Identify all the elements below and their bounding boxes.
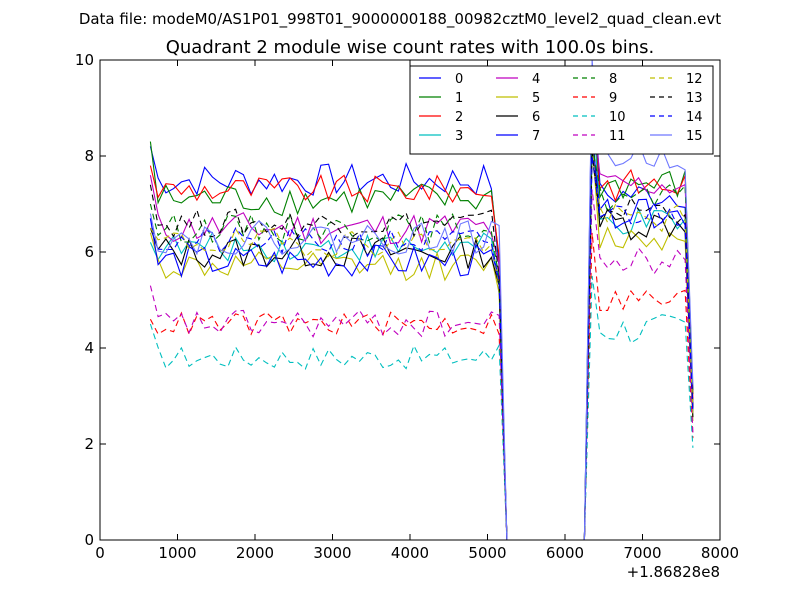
series-line-6: [149, 127, 694, 540]
x-tick-label: 2000: [236, 544, 274, 562]
x-tick-label: 4000: [391, 544, 429, 562]
legend-label-11: 11: [609, 129, 626, 144]
x-tick-label: 5000: [468, 544, 506, 562]
y-tick-label: 6: [84, 243, 94, 261]
y-tick-label: 4: [84, 339, 94, 357]
series-line-2: [149, 117, 694, 540]
y-tick-label: 10: [75, 51, 94, 69]
y-tick-label: 8: [84, 147, 94, 165]
series-line-11: [149, 189, 694, 540]
legend-label-12: 12: [686, 72, 703, 87]
series-line-8: [149, 146, 694, 540]
series-line-5: [149, 141, 694, 540]
x-tick-label: 8000: [701, 544, 739, 562]
series-line-3: [149, 88, 694, 540]
legend-label-9: 9: [609, 91, 617, 106]
x-tick-label: 7000: [623, 544, 661, 562]
legend-label-2: 2: [455, 110, 463, 125]
series-line-13: [149, 151, 694, 540]
series-line-14: [149, 155, 694, 540]
legend-label-0: 0: [455, 72, 463, 87]
legend-label-1: 1: [455, 91, 463, 106]
series-line-12: [149, 160, 694, 540]
chart-title: Quadrant 2 module wise count rates with …: [166, 37, 655, 58]
y-tick-label: 2: [84, 435, 94, 453]
x-offset-label: +1.86828e8: [627, 563, 720, 581]
legend-label-3: 3: [455, 129, 463, 144]
x-tick-label: 3000: [313, 544, 351, 562]
series-line-7: [149, 136, 694, 540]
figure-suptitle: Data file: modeM0/AS1P01_998T01_90000001…: [79, 10, 721, 29]
legend-label-13: 13: [686, 91, 703, 106]
series-line-9: [149, 232, 694, 540]
series-line-4: [149, 107, 694, 540]
legend-label-14: 14: [686, 110, 703, 125]
x-tick-label: 6000: [546, 544, 584, 562]
legend-label-6: 6: [532, 110, 540, 125]
legend-label-10: 10: [609, 110, 626, 125]
legend-label-8: 8: [609, 72, 617, 87]
legend-box: [409, 65, 714, 155]
series-line-10: [149, 275, 694, 540]
x-tick-label: 0: [95, 544, 105, 562]
legend-label-5: 5: [532, 91, 540, 106]
x-tick-label: 1000: [158, 544, 196, 562]
y-tick-label: 0: [84, 531, 94, 549]
legend-label-7: 7: [532, 129, 540, 144]
legend-label-4: 4: [532, 72, 540, 87]
series-line-0: [149, 69, 694, 540]
legend-label-15: 15: [686, 129, 703, 144]
